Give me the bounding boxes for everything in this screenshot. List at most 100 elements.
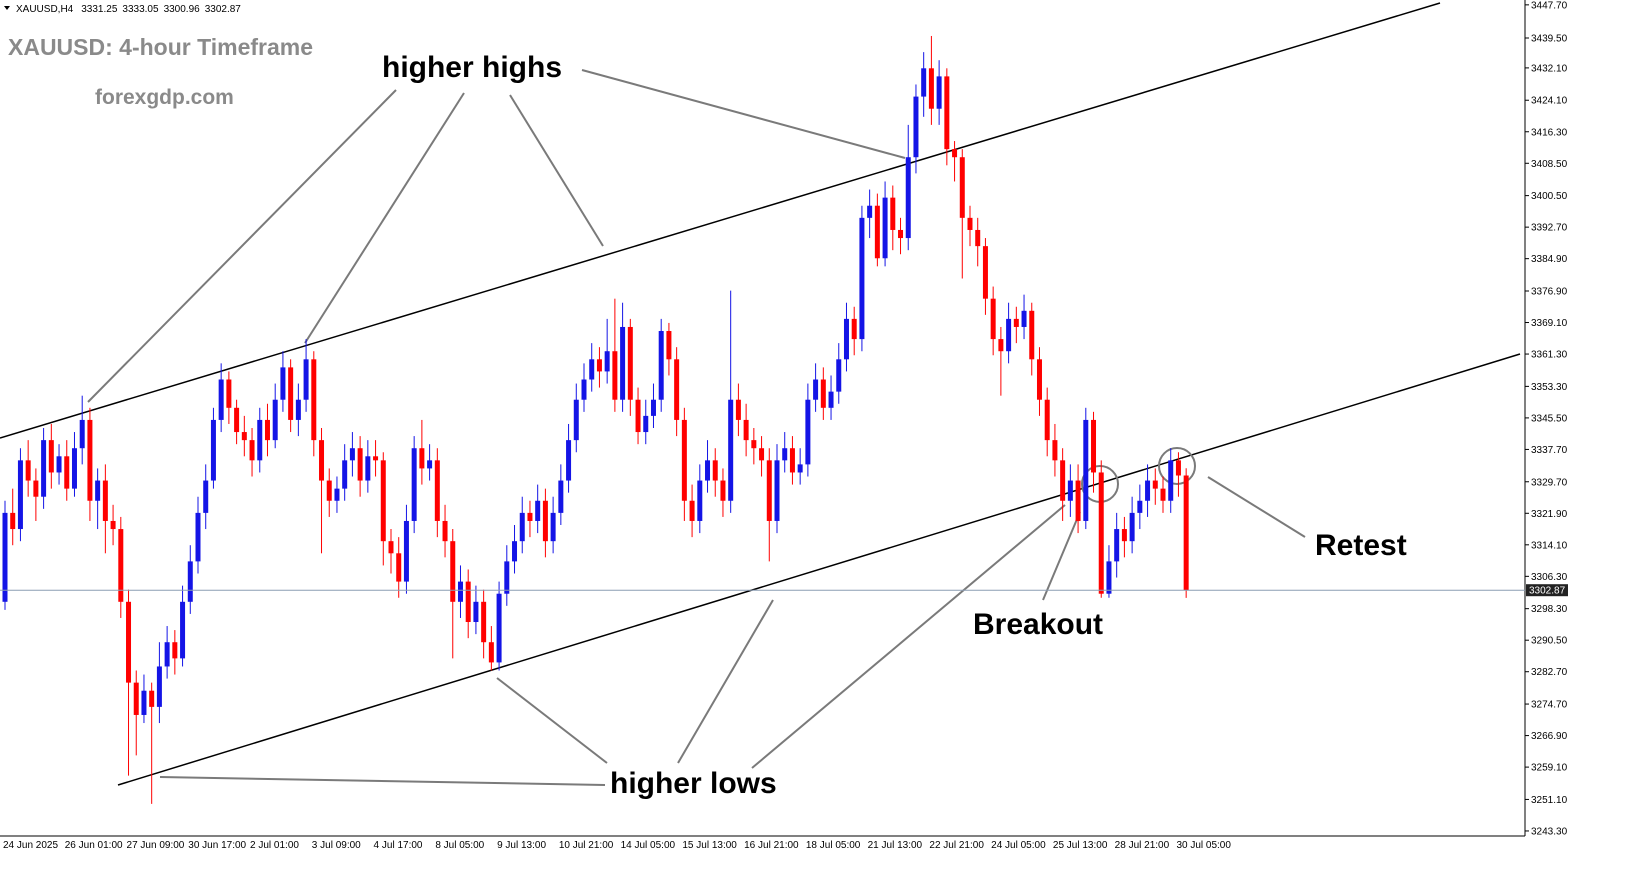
pointer (496, 677, 608, 764)
candle-body (388, 541, 394, 554)
candle-body (882, 197, 888, 259)
candle-body (828, 391, 834, 408)
candle-body (851, 318, 857, 340)
candle-body (25, 460, 31, 481)
candle-body (1036, 359, 1042, 400)
candle-body (782, 448, 788, 461)
candle-body (17, 460, 23, 530)
candle-body (272, 399, 278, 441)
candle-body (797, 464, 803, 473)
candle-body (110, 520, 116, 530)
annotation: Breakout (973, 608, 1103, 641)
candle-body (1106, 561, 1112, 594)
pointers (87, 69, 1306, 786)
y-tick-label: 3266.90 (1531, 731, 1568, 742)
candle-body (766, 460, 772, 521)
y-tick-label: 3392.70 (1531, 223, 1568, 234)
candle-body (820, 379, 826, 408)
lower-trendline (117, 353, 1521, 786)
candle-body (234, 407, 240, 433)
x-tick-label: 27 Jun 09:00 (127, 840, 185, 851)
candle-body (457, 581, 463, 602)
candle-body (473, 601, 479, 623)
candle-body (944, 76, 950, 150)
candle-body (898, 229, 904, 239)
candle-body (427, 460, 433, 469)
pointer (1207, 476, 1306, 538)
candle-body (774, 460, 780, 521)
y-tick-label: 3376.90 (1531, 286, 1568, 297)
candle-body (403, 520, 409, 582)
x-tick-label: 18 Jul 05:00 (806, 840, 861, 851)
x-tick-label: 21 Jul 13:00 (868, 840, 923, 851)
candle-body (982, 246, 988, 299)
candle-body (133, 682, 139, 715)
candle-body (280, 367, 286, 400)
candle-body (79, 419, 85, 449)
y-tick-label: 3384.90 (1531, 254, 1568, 265)
candle-body (674, 359, 680, 420)
candle-body (550, 512, 556, 542)
y-tick-label: 3432.10 (1531, 63, 1568, 74)
candle-body (573, 399, 579, 441)
candle-body (697, 480, 703, 521)
candle-body (527, 512, 533, 521)
y-tick-label: 3251.10 (1531, 795, 1568, 806)
candle-body (1013, 318, 1019, 327)
candle-body (442, 520, 448, 542)
candle-body (759, 448, 765, 461)
y-tick-label: 3306.30 (1531, 572, 1568, 583)
candle-body (450, 541, 456, 602)
candle-body (226, 379, 232, 408)
menu-arrow[interactable] (4, 6, 10, 10)
candle-body (334, 488, 340, 501)
candle-body (419, 448, 425, 469)
candle-body (535, 500, 541, 521)
candle-body (751, 440, 757, 449)
candle-body (1098, 472, 1104, 594)
pointer (304, 92, 465, 344)
candle-body (102, 480, 108, 521)
candle-body (921, 68, 927, 97)
candle-body (728, 399, 734, 501)
header-close: 3302.87 (205, 4, 242, 15)
x-tick-label: 10 Jul 21:00 (559, 840, 614, 851)
candle-body (149, 690, 155, 707)
y-tick-label: 3447.70 (1531, 0, 1568, 11)
candle-body (1052, 440, 1058, 461)
candle-body (843, 318, 849, 360)
candle-body (1021, 310, 1027, 327)
x-tick-label: 9 Jul 13:00 (497, 840, 546, 851)
y-tick-label: 3298.30 (1531, 604, 1568, 615)
candle-body (1044, 399, 1050, 441)
y-tick-label: 3361.30 (1531, 350, 1568, 361)
pointer (1042, 511, 1081, 601)
candle-body (596, 359, 602, 372)
candle-body (56, 456, 62, 473)
y-tick-label: 3274.70 (1531, 700, 1568, 711)
candle-body (542, 500, 548, 542)
y-tick-label: 3321.90 (1531, 509, 1568, 520)
candle-body (666, 331, 672, 360)
candle-body (874, 205, 880, 259)
candle-body (465, 581, 471, 623)
candle-body (789, 448, 795, 473)
x-tick-label: 30 Jun 17:00 (188, 840, 246, 851)
y-tick-label: 3408.50 (1531, 159, 1568, 170)
candle-body (620, 326, 626, 400)
candle-body (990, 298, 996, 340)
x-tick-label: 4 Jul 17:00 (374, 840, 423, 851)
candle-body (172, 642, 178, 659)
candle-body (241, 432, 247, 441)
candle-body (210, 419, 216, 481)
candle-body (805, 399, 811, 465)
candle-body (689, 500, 695, 521)
candle-body (195, 512, 201, 562)
candle-body (373, 456, 379, 461)
candle-body (836, 359, 842, 392)
header-low: 3300.96 (164, 4, 201, 15)
candle-body (264, 419, 270, 441)
x-tick-label: 26 Jun 01:00 (65, 840, 123, 851)
